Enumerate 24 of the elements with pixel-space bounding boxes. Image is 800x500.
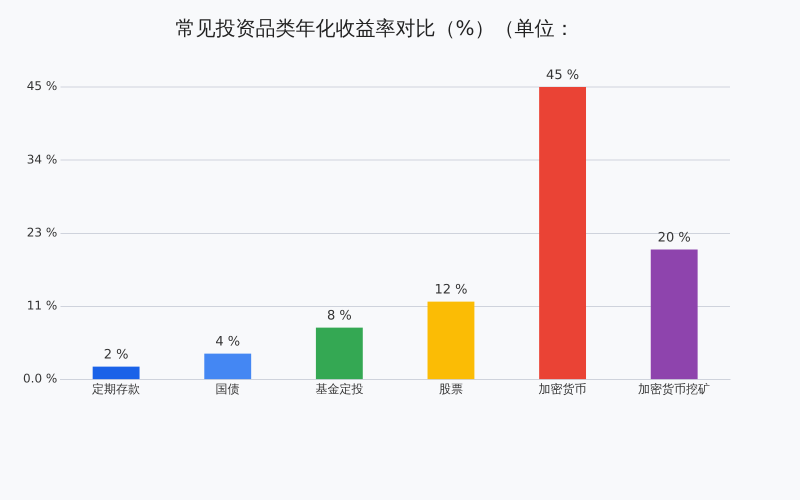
y-tick-label: 45 % [26,79,58,94]
y-tick-label: 34 % [26,152,58,166]
y-tick-label: 23 % [26,225,58,240]
x-tick-label: 加密货币 [538,382,587,396]
data-label: 2 % [104,347,128,362]
x-tick-label: 加密货币挖矿 [638,382,710,396]
x-tick-label: 股票 [438,382,463,396]
data-label: 45 % [546,68,580,83]
bar [650,250,698,380]
x-tick-label: 定期存款 [92,382,140,396]
data-label: 12 % [434,282,468,298]
bar [92,366,140,380]
bar [428,302,474,380]
bar [204,354,252,380]
y-tick-label: 0.0 % [22,372,58,386]
x-tick-label: 国债 [216,382,240,396]
y-tick-label: 11 % [26,298,58,313]
data-label: 8 % [326,308,352,324]
x-tick-label: 基金定投 [315,382,364,396]
bar [539,87,586,380]
chart-title: 常见投资品类年化收益率对比（%）（单位： [175,16,575,40]
bar [316,328,363,380]
data-label: 4 % [215,334,240,350]
data-label: 20 % [658,230,691,246]
